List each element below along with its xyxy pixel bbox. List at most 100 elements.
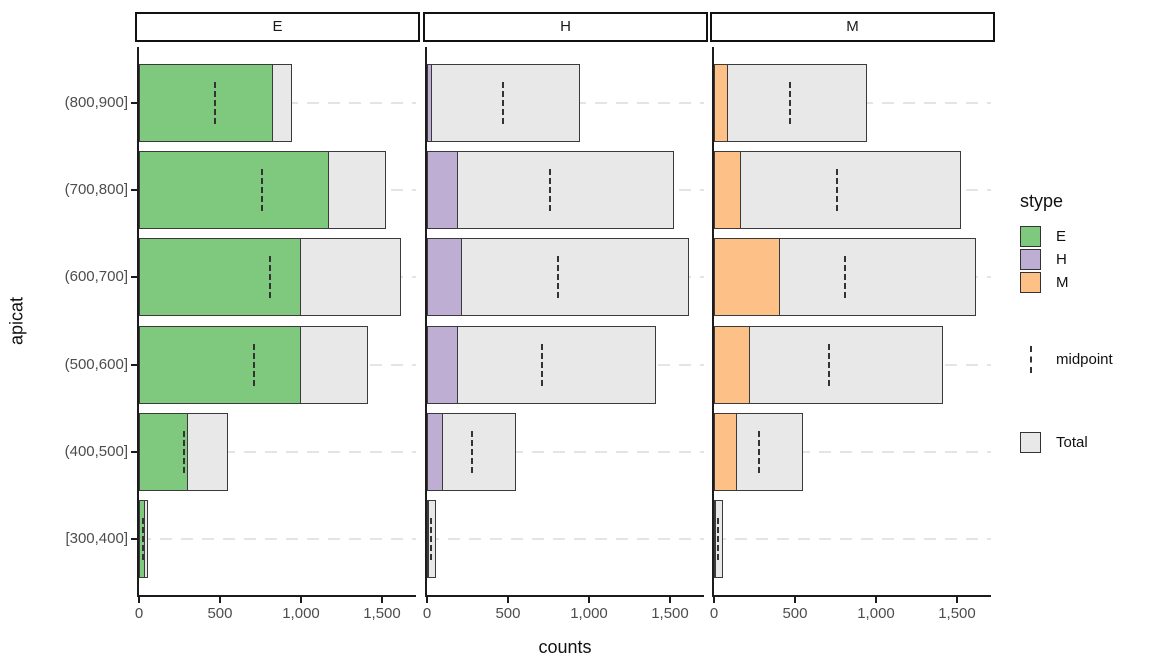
legend-item-m: M [1020, 271, 1069, 294]
x-axis-tick [793, 597, 796, 603]
midpoint-marker [261, 169, 264, 212]
y-axis-tick [131, 276, 137, 279]
midpoint-marker [540, 343, 543, 386]
midpoint-marker [789, 82, 792, 124]
x-axis-tick-label: 500 [782, 605, 808, 622]
gridline [714, 450, 991, 453]
y-axis-tick [131, 189, 137, 192]
legend-item-h: H [1020, 248, 1069, 271]
midpoint-marker [142, 518, 145, 560]
x-axis-tick-label: 1,000 [570, 605, 608, 622]
facet-panel-m: 0 500 1,000 1,500 [710, 47, 991, 622]
gridline [427, 538, 704, 540]
legend-item-e: E [1020, 225, 1069, 248]
x-axis-tick-label: 1,500 [938, 605, 976, 622]
midpoint-marker [549, 169, 552, 212]
stype-bar-m [714, 325, 751, 404]
x-axis-tick [506, 597, 509, 603]
stype-bar-h [427, 64, 432, 142]
y-axis-tick-label: (600,700] [64, 268, 128, 286]
stype-bar-h [427, 238, 462, 317]
x-axis-tick [138, 597, 140, 603]
x-axis-tick-label: 0 [422, 605, 432, 622]
h-swatch-icon [1020, 249, 1041, 270]
legend-total-label: Total [1056, 434, 1088, 451]
midpoint-marker [502, 82, 505, 124]
y-axis-tick [131, 450, 137, 453]
stype-bar-e [139, 500, 146, 578]
midpoint-marker [182, 430, 185, 473]
facet-strip-e: E [135, 12, 420, 42]
stype-bar-h [427, 151, 458, 230]
stype-bar-e [139, 151, 329, 230]
x-axis-tick [713, 597, 715, 603]
stype-bar-e [139, 325, 301, 404]
stype-bar-m [714, 238, 780, 317]
y-axis-tick-label: [300,400] [65, 530, 128, 547]
facet-strip-h: H [423, 12, 708, 42]
total-swatch-icon [1020, 432, 1041, 453]
x-axis-tick-label: 0 [134, 605, 144, 622]
midpoint-marker [717, 518, 720, 560]
legend-item-total: Total [1020, 432, 1088, 453]
x-axis-tick [874, 597, 877, 603]
m-swatch-icon [1020, 272, 1041, 293]
y-axis-tick-label: (700,800] [64, 181, 128, 199]
x-axis-tick [299, 597, 302, 603]
y-axis-tick [131, 102, 137, 104]
midpoint-dashed-line-icon [1020, 346, 1041, 373]
midpoint-marker [252, 343, 255, 386]
x-axis-tick-label: 500 [207, 605, 233, 622]
legend-item-label: H [1056, 251, 1067, 268]
y-axis-tick-label: (500,600] [64, 355, 128, 373]
total-bar [714, 64, 868, 142]
x-axis-tick [426, 597, 428, 603]
stype-bar-h [427, 412, 444, 491]
facet-strip-m: M [710, 12, 995, 42]
midpoint-marker [214, 82, 217, 124]
legend-midpoint-label: midpoint [1056, 351, 1113, 368]
x-axis-tick-label: 1,000 [282, 605, 320, 622]
legend-item-midpoint: midpoint [1020, 346, 1113, 373]
x-axis-tick [380, 597, 383, 603]
stype-bar-e [139, 64, 274, 142]
gridline [139, 538, 416, 540]
y-axis-title: apicat [6, 296, 27, 346]
midpoint-marker [757, 430, 760, 473]
facet-panel-h: 0 500 1,000 1,500 [423, 47, 704, 622]
legend-item-label: M [1056, 274, 1069, 291]
y-axis-tick [131, 538, 137, 540]
stype-bar-e [139, 238, 301, 317]
x-axis-tick-label: 1,500 [363, 605, 401, 622]
midpoint-marker [827, 343, 830, 386]
x-axis-tick-label: 1,500 [651, 605, 689, 622]
gridline [714, 538, 991, 540]
x-axis-tick-label: 500 [495, 605, 521, 622]
x-axis-tick [955, 597, 958, 603]
stype-bar-m [714, 500, 716, 578]
gridline [427, 450, 704, 453]
x-axis-tick [668, 597, 671, 603]
midpoint-marker [269, 256, 272, 299]
midpoint-marker [470, 430, 473, 473]
midpoint-marker [836, 169, 839, 212]
e-swatch-icon [1020, 226, 1041, 247]
stype-bar-m [714, 64, 728, 142]
gridline [139, 450, 416, 453]
x-axis-tick [218, 597, 221, 603]
stype-bar-h [427, 500, 429, 578]
stype-bar-m [714, 151, 741, 230]
y-axis-tick-label: (400,500] [64, 442, 128, 460]
x-axis-tick-label: 1,000 [857, 605, 895, 622]
midpoint-marker [430, 518, 433, 560]
y-axis-tick [131, 363, 137, 366]
legend-item-label: E [1056, 228, 1067, 245]
midpoint-marker [557, 256, 560, 299]
x-axis-tick-label: 0 [709, 605, 719, 622]
stype-bar-e [139, 412, 189, 491]
legend-title: stype [1020, 191, 1064, 211]
x-axis-tick [587, 597, 590, 603]
stype-bar-h [427, 325, 458, 404]
